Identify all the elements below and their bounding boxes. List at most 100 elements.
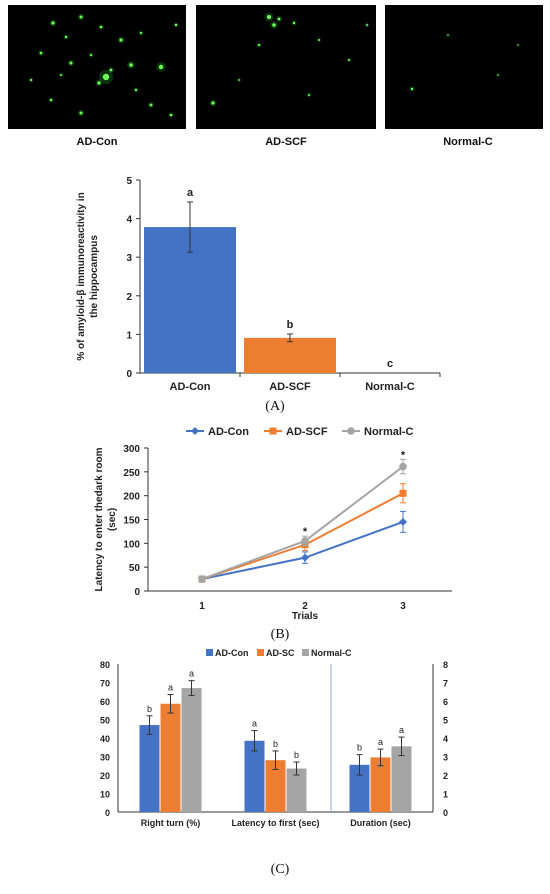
data-point xyxy=(198,575,206,583)
significance-letter: a xyxy=(399,725,404,735)
micrograph-label-normal-c: Normal-C xyxy=(443,136,493,148)
x-tick-label: Normal-C xyxy=(365,381,415,393)
significance-letter: a xyxy=(189,669,194,679)
y-tick-label: 40 xyxy=(100,734,110,744)
fluorescence-spot xyxy=(366,24,368,26)
x-tick-label: Right turn (%) xyxy=(141,818,200,828)
legend-swatch xyxy=(257,649,264,656)
x-axis-label: Trials xyxy=(292,611,319,620)
bar-ad-con xyxy=(139,725,160,812)
fluorescence-spot xyxy=(129,63,133,67)
chart-c-behavior-bar: AD-Con AD-SC Normal-C 0 10 20 30 40 50 60 70 80 0 1 2 3… xyxy=(100,648,448,828)
bar-ad-con xyxy=(244,740,265,812)
y2-tick-label: 7 xyxy=(443,679,448,689)
y-axis-label: Latency to enter thedark room (sec) xyxy=(94,447,118,591)
legend-label: AD-SCF xyxy=(286,426,328,438)
y2-tick-label: 5 xyxy=(443,716,448,726)
legend-marker xyxy=(191,427,199,435)
significance-letter: a xyxy=(252,719,257,729)
x-tick-label: AD-Con xyxy=(170,381,211,393)
micrograph-label-ad-scf: AD-SCF xyxy=(265,136,307,148)
y-tick-label: 0 xyxy=(126,369,132,380)
legend-label: Normal-C xyxy=(364,426,414,438)
fluorescence-spot xyxy=(410,87,414,91)
legend-swatch xyxy=(302,649,309,656)
fluorescence-spot xyxy=(97,81,101,85)
bar-ad-scf xyxy=(244,337,336,373)
micrograph-ad-scf xyxy=(196,5,376,129)
micrograph-normal-c xyxy=(385,5,543,129)
fluorescence-spot xyxy=(292,21,296,25)
bar-normal-c xyxy=(391,746,412,812)
fluorescence-spot xyxy=(149,103,153,107)
fluorescence-spot xyxy=(79,111,83,115)
chart-b-latency-line: AD-Con AD-SCF Normal-C 0 50 100 150 200 250 300 1 2… xyxy=(94,426,452,620)
y-tick-label: 3 xyxy=(126,253,132,264)
y-tick-label: 50 xyxy=(129,563,141,574)
bar-ad-sc xyxy=(370,757,391,812)
fluorescence-spot xyxy=(102,73,110,81)
fluorescence-spot xyxy=(348,59,350,61)
significance-letter: a xyxy=(168,683,173,693)
y-tick-label: 30 xyxy=(100,753,110,763)
y-tick-label: 300 xyxy=(123,444,140,455)
panel-label-c: (C) xyxy=(270,862,290,877)
fluorescence-spot xyxy=(272,23,276,27)
bar-normal-c xyxy=(181,688,202,812)
y-tick-label: 1 xyxy=(126,330,132,341)
y-tick-label: 70 xyxy=(100,679,110,689)
fluorescence-spot xyxy=(211,101,215,105)
fluorescence-spot xyxy=(51,21,55,25)
y2-tick-label: 3 xyxy=(443,753,448,763)
y-tick-label: 80 xyxy=(100,660,110,670)
significance-letter: c xyxy=(387,358,393,370)
y-tick-label: 0 xyxy=(105,808,110,818)
x-tick-label: 1 xyxy=(199,601,205,612)
fluorescence-spot xyxy=(257,43,261,47)
x-tick-label: AD-SCF xyxy=(269,381,311,393)
y-tick-label: 4 xyxy=(126,215,132,226)
y2-tick-label: 6 xyxy=(443,697,448,707)
fluorescence-spot xyxy=(447,34,449,36)
panel-label-b: (B) xyxy=(270,627,290,642)
fluorescence-spot xyxy=(119,38,123,42)
data-point xyxy=(399,489,407,497)
y2-tick-label: 8 xyxy=(443,660,448,670)
legend-marker xyxy=(347,427,355,435)
significance-letter: b xyxy=(147,704,152,714)
significance-letter: b xyxy=(357,743,362,753)
y-tick-label: 250 xyxy=(123,468,140,479)
y-tick-label: 60 xyxy=(100,697,110,707)
legend-marker xyxy=(269,427,277,435)
y-tick-label: 50 xyxy=(100,716,110,726)
y-tick-label: 5 xyxy=(126,176,132,187)
bar-normal-c xyxy=(286,768,307,812)
y-tick-label: 2 xyxy=(126,292,132,303)
fluorescence-spot xyxy=(99,25,103,29)
fluorescence-spot xyxy=(517,44,519,46)
fluorescence-spot xyxy=(89,53,93,57)
significance-star: * xyxy=(401,449,406,461)
data-point xyxy=(301,537,309,545)
significance-letter: a xyxy=(187,187,194,199)
panel-label-a: (A) xyxy=(265,399,285,414)
y2-tick-label: 0 xyxy=(443,808,448,818)
y-tick-label: 100 xyxy=(123,539,140,550)
y-tick-label: 0 xyxy=(134,587,140,598)
chart-a-amyloid-bar: 0 1 2 3 4 5 a AD-Con b AD-SCF c Normal-C % of amyloi… xyxy=(76,176,441,393)
fluorescence-spot xyxy=(39,51,43,55)
legend-label: AD-SC xyxy=(266,648,295,658)
y2-tick-label: 1 xyxy=(443,790,448,800)
x-tick-label: Duration (sec) xyxy=(350,818,411,828)
significance-letter: b xyxy=(294,750,299,760)
significance-letter: b xyxy=(273,739,278,749)
fluorescence-spot xyxy=(497,74,499,76)
data-point xyxy=(399,462,407,471)
fluorescence-spot xyxy=(318,39,320,41)
bar-ad-sc xyxy=(265,760,286,812)
fluorescence-spot xyxy=(169,113,173,117)
significance-letter: a xyxy=(378,737,383,747)
micrograph-ad-con xyxy=(8,5,186,129)
data-point xyxy=(301,553,309,562)
y-tick-label: 20 xyxy=(100,771,110,781)
